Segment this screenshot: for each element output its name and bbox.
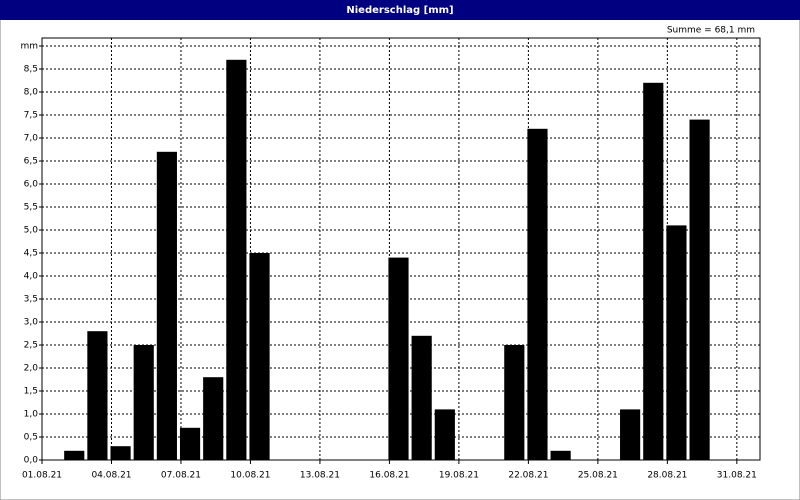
- bar: [110, 446, 131, 460]
- y-tick-label: 8,5: [24, 65, 38, 75]
- x-tick-label: 25.08.21: [578, 471, 618, 481]
- bar: [527, 128, 548, 461]
- y-tick-label: 1,0: [24, 410, 39, 420]
- y-tick-label: 7,0: [24, 134, 39, 144]
- bar: [179, 427, 201, 460]
- x-tick-label: 22.08.21: [508, 471, 548, 481]
- bar: [411, 335, 432, 460]
- x-tick-label: 31.08.21: [717, 471, 757, 481]
- bar: [156, 151, 177, 461]
- y-tick-label: 0,5: [24, 433, 38, 443]
- x-tick-label: 07.08.21: [161, 471, 201, 481]
- x-tick-label: 01.08.21: [22, 471, 62, 481]
- bar: [64, 450, 85, 460]
- y-tick-label: 2,5: [24, 341, 38, 351]
- bar: [249, 253, 270, 460]
- bar: [133, 345, 154, 460]
- y-tick-label: 4,5: [24, 249, 38, 259]
- x-tick-label: 16.08.21: [369, 471, 409, 481]
- x-tick-label: 10.08.21: [230, 471, 270, 481]
- x-tick-label: 28.08.21: [647, 471, 687, 481]
- x-tick-label: 04.08.21: [91, 471, 131, 481]
- bar: [504, 345, 525, 460]
- bar: [666, 225, 687, 460]
- bar: [550, 450, 571, 460]
- y-tick-label: 3,5: [24, 295, 38, 305]
- bar: [87, 331, 108, 460]
- bar: [203, 377, 224, 460]
- y-tick-label: 5,0: [24, 226, 39, 236]
- y-tick-label: mm: [20, 42, 38, 52]
- bar: [388, 257, 409, 460]
- bar: [226, 59, 247, 461]
- bar: [434, 409, 455, 460]
- y-tick-label: 6,5: [24, 157, 38, 167]
- y-tick-label: 4,0: [24, 272, 39, 282]
- title-bar: [0, 0, 800, 20]
- y-tick-label: 2,0: [24, 364, 39, 374]
- annotation: Summe = 68,1 mm: [667, 26, 755, 36]
- bar: [643, 82, 664, 461]
- chart-title: Niederschlag [mm]: [346, 5, 453, 16]
- y-tick-label: 1,5: [24, 387, 38, 397]
- bar: [689, 119, 710, 460]
- y-tick-label: 6,0: [24, 180, 39, 190]
- y-tick-label: 0,0: [24, 456, 39, 466]
- x-tick-label: 19.08.21: [439, 471, 479, 481]
- y-tick-label: 5,5: [24, 203, 38, 213]
- y-tick-label: 7,5: [24, 111, 38, 121]
- x-tick-label: 13.08.21: [300, 471, 340, 481]
- y-tick-label: 3,0: [24, 318, 39, 328]
- bar: [620, 409, 641, 460]
- y-tick-label: 8,0: [24, 88, 39, 98]
